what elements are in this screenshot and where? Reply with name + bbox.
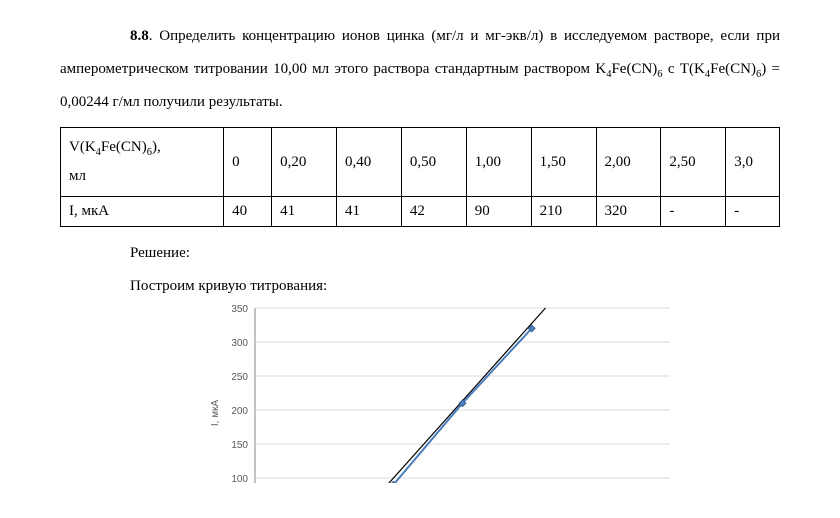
table-cell: 0,20: [272, 128, 337, 197]
table-cell: 3,0: [726, 128, 780, 197]
ytick-label: 150: [231, 440, 248, 451]
table-cell: 2,00: [596, 128, 661, 197]
table-header-current: I, мкА: [61, 196, 224, 226]
table-cell: 1,50: [531, 128, 596, 197]
table-row: V(K4Fe(CN)6),мл 0 0,20 0,40 0,50 1,00 1,…: [61, 128, 780, 197]
problem-number: 8.8: [130, 28, 149, 44]
table-cell: 320: [596, 196, 661, 226]
table-cell: 42: [401, 196, 466, 226]
table-cell: 90: [466, 196, 531, 226]
table-header-volume: V(K4Fe(CN)6),мл: [61, 128, 224, 197]
table-cell: -: [726, 196, 780, 226]
table-cell: 1,00: [466, 128, 531, 197]
table-cell: 210: [531, 196, 596, 226]
table-cell: 41: [272, 196, 337, 226]
problem-text: 8.8. Определить концентрацию ионов цинка…: [60, 20, 780, 119]
ytick-label: 300: [231, 338, 248, 349]
table-cell: 2,50: [661, 128, 726, 197]
solution-line: Построим кривую титрования:: [60, 270, 780, 303]
ytick-label: 350: [231, 304, 248, 315]
table-cell: 0,50: [401, 128, 466, 197]
ytick-label: 100: [231, 474, 248, 483]
table-cell: 41: [337, 196, 402, 226]
y-axis-label: I, мкА: [210, 400, 221, 427]
solution-label: Решение:: [60, 237, 780, 270]
trend-line: [355, 308, 546, 483]
ytick-label: 250: [231, 372, 248, 383]
gridlines: [255, 308, 670, 478]
titration-chart: 350 300 250 200 150 100 I, мкА: [200, 303, 680, 483]
table-cell: 0: [224, 128, 272, 197]
table-cell: -: [661, 196, 726, 226]
data-table: V(K4Fe(CN)6),мл 0 0,20 0,40 0,50 1,00 1,…: [60, 127, 780, 227]
table-cell: 0,40: [337, 128, 402, 197]
table-row: I, мкА 40 41 41 42 90 210 320 - -: [61, 196, 780, 226]
table-cell: 40: [224, 196, 272, 226]
ytick-label: 200: [231, 406, 248, 417]
